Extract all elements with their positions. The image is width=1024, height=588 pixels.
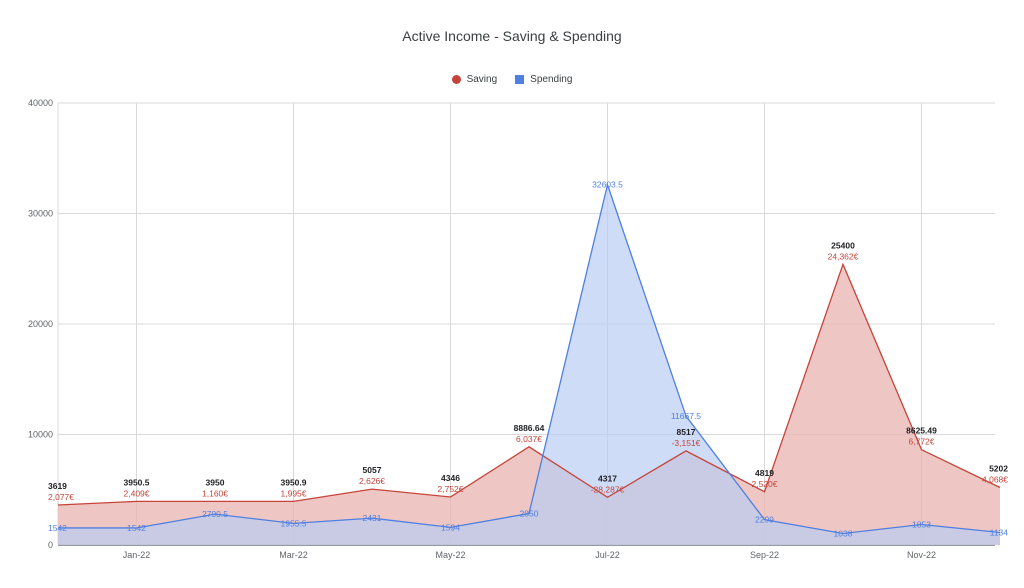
spending-value-label: 1542 [48, 523, 67, 533]
y-tick-label: 30000 [28, 209, 53, 219]
total-label: 8886.64 [514, 423, 545, 433]
saving-value-label: -3,151€ [672, 438, 701, 448]
spending-value-label: 1955.5 [281, 518, 307, 528]
spending-value-label: 2850 [520, 509, 539, 519]
saving-value-label: 1,160€ [202, 488, 228, 498]
x-tick-label: May-22 [435, 550, 465, 560]
spending-value-label: 1134 [990, 527, 1009, 537]
total-label: 4346 [441, 473, 460, 483]
y-tick-label: 10000 [28, 430, 53, 440]
total-label: 3950.5 [124, 477, 150, 487]
spending-value-label: 32603.5 [592, 180, 623, 190]
y-tick-label: 20000 [28, 319, 53, 329]
saving-line [57, 262, 1001, 506]
x-tick-label: Mar-22 [279, 550, 308, 560]
spending-value-label: 1853 [912, 520, 931, 530]
chart-title: Active Income - Saving & Spending [402, 28, 622, 44]
x-tick-label: Jul-22 [595, 550, 620, 560]
y-tick-label: 0 [48, 540, 53, 550]
saving-value-label: -28,287€ [591, 484, 625, 494]
saving-value-label: 2,626€ [359, 476, 385, 486]
total-label: 25400 [831, 240, 855, 250]
saving-value-label: 6,037€ [516, 434, 542, 444]
legend-spending-label: Spending [530, 74, 573, 85]
spending-value-label: 1594 [441, 522, 460, 532]
spending-line [58, 182, 1001, 535]
total-label: 5057 [363, 465, 382, 475]
total-label: 3619 [48, 481, 67, 491]
spending-value-label: 11667.5 [671, 411, 701, 421]
total-label: 4819 [755, 468, 774, 478]
total-label: 8625.49 [906, 426, 937, 436]
saving-value-label: 1,995€ [281, 488, 307, 498]
total-label: 4317 [598, 473, 617, 483]
total-label: 3950 [206, 477, 225, 487]
saving-value-label: 2,077€ [48, 492, 74, 502]
saving-value-label: 24,362€ [828, 251, 859, 261]
y-tick-label: 40000 [28, 98, 53, 108]
saving-area [58, 264, 1000, 545]
legend-spending-swatch [515, 75, 525, 84]
legend: Saving Spending [0, 74, 1024, 85]
saving-value-label: 2,409€ [124, 488, 150, 498]
legend-item-spending[interactable]: Spending [515, 74, 572, 85]
total-label: 8517 [677, 427, 696, 437]
spending-value-label: 1038 [834, 529, 853, 539]
total-label: 5202 [989, 464, 1008, 474]
x-tick-label: Nov-22 [907, 550, 936, 560]
spending-value-label: 2431 [363, 513, 382, 523]
x-tick-label: Sep-22 [750, 550, 779, 560]
spending-value-label: 2299 [755, 515, 774, 525]
legend-item-saving[interactable]: Saving [451, 74, 498, 85]
x-tick-label: Jan-22 [123, 550, 151, 560]
spending-value-label: 2790.5 [202, 509, 228, 519]
saving-value-label: 4,068€ [982, 475, 1008, 485]
legend-saving-label: Saving [466, 74, 498, 85]
spending-value-label: 1542 [127, 523, 146, 533]
total-label: 3950.9 [281, 477, 307, 487]
saving-value-label: 6,772€ [909, 437, 935, 447]
legend-saving-swatch [451, 75, 461, 84]
saving-value-label: 2,752€ [438, 484, 464, 494]
saving-value-label: 2,520€ [752, 479, 778, 489]
